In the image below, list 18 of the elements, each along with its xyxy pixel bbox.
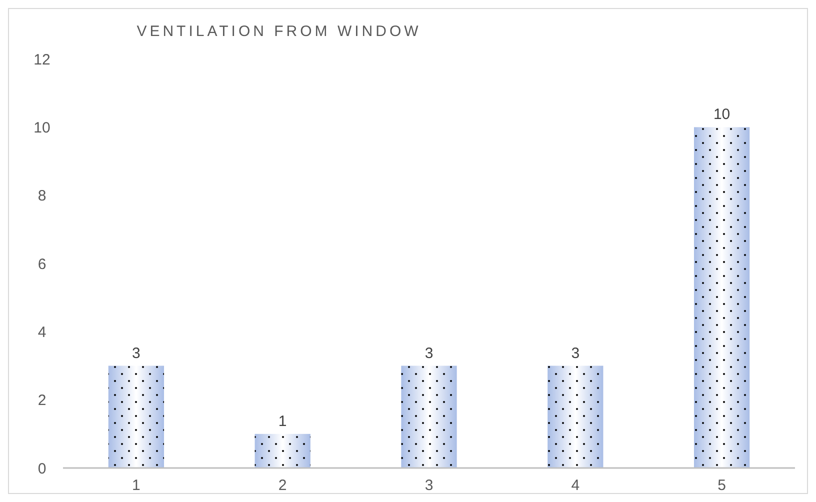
y-tick-label: 2 bbox=[38, 392, 46, 410]
data-label: 1 bbox=[278, 412, 287, 430]
x-tick-label: 5 bbox=[718, 477, 726, 494]
y-tick-label: 10 bbox=[34, 119, 50, 136]
data-label: 10 bbox=[713, 106, 730, 124]
y-tick-label: 4 bbox=[38, 324, 46, 341]
data-label: 3 bbox=[571, 344, 580, 362]
x-tick-label: 2 bbox=[278, 477, 287, 494]
x-tick-label: 3 bbox=[424, 477, 434, 494]
x-tick-label: 1 bbox=[132, 477, 140, 494]
y-tick-label: 0 bbox=[38, 460, 46, 478]
y-tick-label: 6 bbox=[38, 256, 46, 273]
chart-title: VENTILATION FROM WINDOW bbox=[136, 23, 422, 40]
y-tick-label: 8 bbox=[38, 188, 46, 205]
data-label: 3 bbox=[132, 344, 140, 362]
data-label: 3 bbox=[424, 344, 434, 362]
y-tick-label: 12 bbox=[34, 51, 50, 68]
x-tick-label: 4 bbox=[571, 477, 580, 494]
